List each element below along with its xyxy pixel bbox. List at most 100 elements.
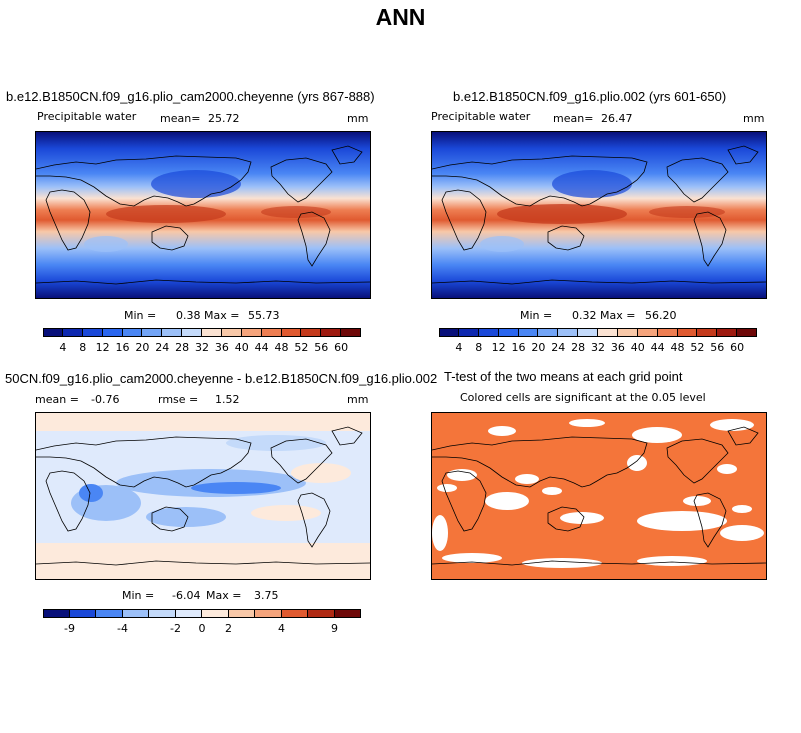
panel3-max-label: Max = <box>206 589 242 602</box>
panel3-units: mm <box>347 393 369 406</box>
colorbar-label: 40 <box>234 341 249 354</box>
colorbar-label: 16 <box>115 341 130 354</box>
colorbar-label: 4 <box>59 341 67 354</box>
colorbar-label: 20 <box>135 341 150 354</box>
colorbar-cell <box>281 609 308 618</box>
panel1-min-label: Min = <box>124 309 157 322</box>
panel3-rmse-value: 1.52 <box>215 393 240 406</box>
colorbar-cell <box>182 328 202 337</box>
colorbar-cell <box>578 328 598 337</box>
colorbar-cell <box>617 328 638 337</box>
colorbar-label: 12 <box>95 341 110 354</box>
colorbar-label: 2 <box>225 622 232 635</box>
colorbar-cell <box>122 328 143 337</box>
panel1-title: b.e12.B1850CN.f09_g16.plio_cam2000.cheye… <box>6 89 375 104</box>
colorbar-cell <box>717 328 738 337</box>
panel1-mean-label: mean= <box>160 112 201 125</box>
colorbar-label: 56 <box>710 341 725 354</box>
panel3-min-value: -6.04 <box>172 589 201 602</box>
panel3-rmse-label: rmse = <box>158 393 199 406</box>
colorbar-cell <box>241 328 262 337</box>
colorbar-cell <box>334 609 361 618</box>
colorbar-label: 36 <box>610 341 625 354</box>
panel2-variable: Precipitable water <box>431 110 531 123</box>
colorbar-cell <box>255 609 282 618</box>
panel3-max-value: 3.75 <box>254 589 279 602</box>
colorbar-cell <box>162 328 183 337</box>
panel2-min-label: Min = <box>520 309 553 322</box>
colorbar-cell <box>697 328 718 337</box>
colorbar-label: 60 <box>730 341 745 354</box>
colorbar-label: 48 <box>274 341 289 354</box>
colorbar-label: 16 <box>511 341 526 354</box>
colorbar-cell <box>498 328 519 337</box>
panel1-max-value: 55.73 <box>248 309 280 322</box>
colorbar-label: 24 <box>551 341 566 354</box>
panel1-colorbar: 4 8 12 16 20 24 28 32 36 40 44 48 52 56 60 <box>43 328 361 354</box>
colorbar-cell <box>96 609 123 618</box>
colorbar-label: 12 <box>491 341 506 354</box>
colorbar-cell <box>657 328 678 337</box>
panel2-min-value: 0.32 <box>572 309 597 322</box>
panel3-map <box>35 412 371 580</box>
colorbar-cell <box>202 328 222 337</box>
colorbar-label: 24 <box>155 341 170 354</box>
panel4-map <box>431 412 767 580</box>
colorbar-label: 4 <box>455 341 463 354</box>
colorbar-cell <box>518 328 539 337</box>
colorbar-label: -9 <box>64 622 75 635</box>
colorbar-cell <box>321 328 342 337</box>
panel2-mean-value: 26.47 <box>601 112 633 125</box>
colorbar-label: 28 <box>175 341 190 354</box>
panel2-max-value: 56.20 <box>645 309 677 322</box>
colorbar-cell <box>62 328 83 337</box>
panel4-subtitle: Colored cells are significant at the 0.0… <box>460 391 706 404</box>
panel1-min-value: 0.38 <box>176 309 201 322</box>
colorbar-cell <box>737 328 757 337</box>
colorbar-label: 32 <box>591 341 605 354</box>
panel1-map <box>35 131 371 299</box>
panel3-min-label: Min = <box>122 589 155 602</box>
colorbar-label: 48 <box>670 341 685 354</box>
colorbar-cell <box>142 328 163 337</box>
panel1-units: mm <box>347 112 369 125</box>
panel2-colorbar: 4 8 12 16 20 24 28 32 36 40 44 48 52 56 60 <box>439 328 757 354</box>
colorbar-cell <box>69 609 96 618</box>
colorbar-cell <box>341 328 361 337</box>
colorbar-label: 44 <box>254 341 269 354</box>
colorbar-cell <box>478 328 499 337</box>
colorbar-cell <box>43 328 63 337</box>
colorbar-label: 56 <box>314 341 329 354</box>
panel2-title: b.e12.B1850CN.f09_g16.plio.002 (yrs 601-… <box>453 89 727 104</box>
colorbar-label: 4 <box>278 622 285 635</box>
panel1-mean-value: 25.72 <box>208 112 240 125</box>
panel3-colorbar: -9 -4 -2 0 2 4 9 <box>43 609 361 635</box>
panel2-units: mm <box>743 112 765 125</box>
colorbar-cell <box>301 328 322 337</box>
panel4-title: T-test of the two means at each grid poi… <box>444 369 683 384</box>
colorbar-cell <box>43 609 70 618</box>
colorbar-cell <box>261 328 282 337</box>
colorbar-cell <box>558 328 579 337</box>
panel3-title: 50CN.f09_g16.plio_cam2000.cheyenne - b.e… <box>5 371 438 386</box>
colorbar-cell <box>281 328 302 337</box>
colorbar-label: 0 <box>198 622 206 635</box>
colorbar-label: 32 <box>195 341 209 354</box>
colorbar-label: 28 <box>571 341 586 354</box>
colorbar-label: 9 <box>331 622 338 635</box>
colorbar-label: -4 <box>117 622 128 635</box>
panel1-variable: Precipitable water <box>37 110 137 123</box>
colorbar-label: 44 <box>650 341 665 354</box>
colorbar-cell <box>202 609 229 618</box>
panel2-mean-label: mean= <box>553 112 594 125</box>
panel2-max-label: Max = <box>600 309 636 322</box>
colorbar-cell <box>308 609 335 618</box>
colorbar-cell <box>637 328 658 337</box>
colorbar-cell <box>122 609 149 618</box>
colorbar-label: 20 <box>531 341 546 354</box>
colorbar-cell <box>228 609 255 618</box>
colorbar-label: 60 <box>334 341 349 354</box>
colorbar-cell <box>439 328 459 337</box>
colorbar-cell <box>221 328 242 337</box>
colorbar-cell <box>598 328 618 337</box>
